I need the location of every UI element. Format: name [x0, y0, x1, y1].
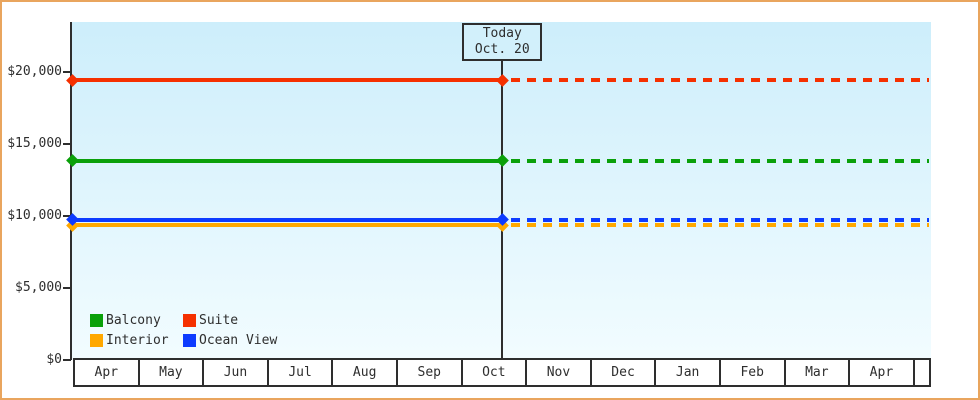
series-marker-balcony-start [65, 154, 79, 168]
legend-swatch-interior [90, 333, 103, 347]
month-cell-dec: Dec [592, 360, 657, 385]
series-line-balcony-dashed [511, 158, 929, 163]
month-cell-may: May [140, 360, 205, 385]
legend-swatch-balcony [90, 313, 103, 327]
y-tick-mark [63, 143, 71, 146]
month-cell-aug: Aug [333, 360, 398, 385]
y-tick-mark [63, 359, 71, 361]
legend-item-balcony: Balcony [90, 312, 183, 328]
y-tick-label: $15,000 [7, 136, 62, 152]
legend-swatch-suite [183, 313, 196, 327]
y-tick-mark [63, 71, 71, 74]
series-marker-balcony-today [495, 154, 509, 168]
today-box-line2: Oct. 20 [474, 42, 530, 57]
month-cell-jul: Jul [269, 360, 334, 385]
month-cell-jun: Jun [204, 360, 269, 385]
y-tick-label: $5,000 [15, 280, 62, 296]
legend-label: Balcony [106, 312, 161, 328]
month-cell-empty [915, 360, 929, 385]
legend: Balcony Suite Interior Ocean View [90, 312, 278, 348]
today-box-line1: Today [482, 26, 522, 41]
month-cell-apr: Apr [850, 360, 915, 385]
y-tick-label: $0 [46, 352, 62, 367]
month-cell-jan: Jan [656, 360, 721, 385]
today-line [501, 59, 504, 358]
series-line-balcony-solid [72, 158, 503, 163]
legend-swatch-ocean-view [183, 333, 196, 347]
series-line-suite-dashed [511, 78, 929, 83]
legend-label: Ocean View [199, 332, 278, 348]
y-tick-label: $10,000 [7, 208, 62, 224]
y-tick-mark [63, 215, 71, 218]
month-cell-oct: Oct [463, 360, 528, 385]
series-line-ocean-view-dashed [511, 217, 929, 222]
month-cell-sep: Sep [398, 360, 463, 385]
month-cell-mar: Mar [786, 360, 851, 385]
y-axis-line [70, 22, 72, 360]
y-tick-label: $20,000 [7, 64, 62, 80]
month-cell-feb: Feb [721, 360, 786, 385]
legend-item-ocean-view: Ocean View [183, 332, 278, 348]
series-marker-suite-start [65, 73, 79, 87]
series-line-interior-dashed [511, 223, 929, 228]
today-box: Today Oct. 20 [462, 23, 543, 61]
series-line-ocean-view-solid [72, 217, 503, 222]
y-tick-mark [63, 287, 71, 290]
legend-item-suite: Suite [183, 312, 277, 328]
legend-label: Interior [106, 332, 169, 348]
series-line-suite-solid [72, 78, 503, 83]
month-cell-nov: Nov [527, 360, 592, 385]
series-line-interior-solid [72, 223, 503, 228]
month-band: Apr May Jun Jul Aug Sep Oct Nov Dec Jan Feb Mar Apr [73, 358, 931, 387]
series-marker-suite-today [495, 73, 509, 87]
month-cell-apr: Apr [75, 360, 140, 385]
legend-label: Suite [199, 312, 239, 328]
legend-item-interior: Interior [90, 332, 183, 348]
